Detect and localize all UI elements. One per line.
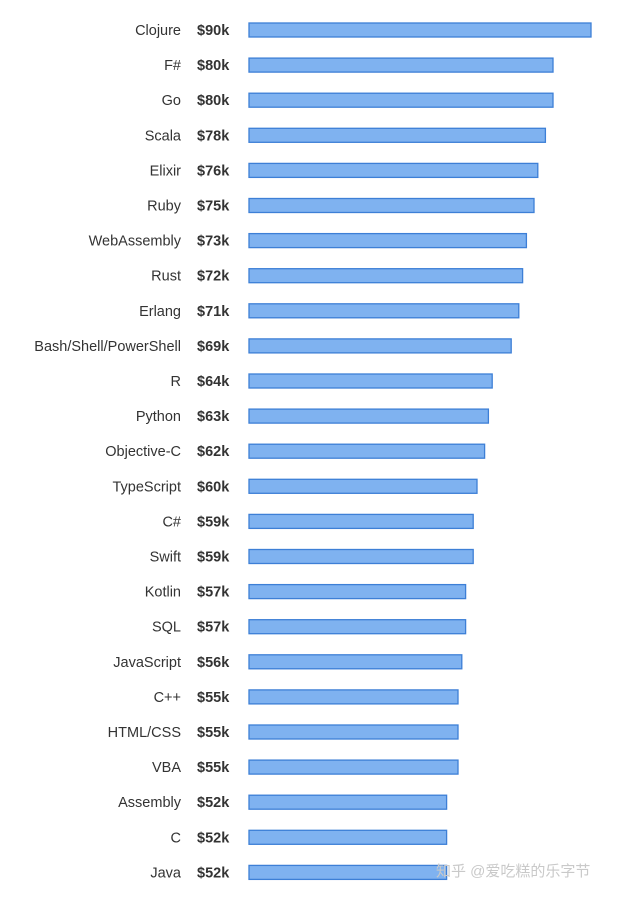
category-label: C xyxy=(171,830,181,846)
category-label: WebAssembly xyxy=(89,234,182,250)
value-label: $56k xyxy=(197,655,230,671)
bar xyxy=(248,619,467,635)
value-label: $55k xyxy=(197,690,230,706)
value-label: $75k xyxy=(197,199,230,215)
value-label: $80k xyxy=(197,93,230,109)
category-label: C# xyxy=(162,514,181,530)
bar xyxy=(248,303,520,319)
category-label: R xyxy=(171,374,181,390)
value-label: $62k xyxy=(197,444,230,460)
bar xyxy=(248,724,459,740)
watermark-text: 知乎 @爱吃糕的乐字节 xyxy=(436,863,591,880)
category-label: Scala xyxy=(145,128,182,144)
value-label: $60k xyxy=(197,479,230,495)
value-label: $57k xyxy=(197,585,230,601)
category-label: JavaScript xyxy=(113,655,181,671)
value-label: $57k xyxy=(197,620,230,636)
bar xyxy=(248,794,448,810)
category-label: Bash/Shell/PowerShell xyxy=(34,339,181,355)
value-label: $52k xyxy=(197,830,230,846)
category-label: F# xyxy=(164,58,181,74)
category-label: VBA xyxy=(152,760,181,776)
value-label: $59k xyxy=(197,514,230,530)
category-label: HTML/CSS xyxy=(108,725,181,741)
bar xyxy=(248,478,478,494)
bar xyxy=(248,232,528,249)
category-label: Python xyxy=(136,409,181,425)
category-label: TypeScript xyxy=(113,479,182,495)
bar xyxy=(248,513,474,530)
value-label: $80k xyxy=(197,58,230,74)
category-label: Objective-C xyxy=(105,444,181,460)
bar xyxy=(248,864,448,881)
bar xyxy=(248,22,592,38)
bar xyxy=(248,689,459,705)
value-label: $55k xyxy=(197,760,230,776)
value-label: $52k xyxy=(197,795,230,811)
category-label: Assembly xyxy=(118,795,182,811)
value-label: $64k xyxy=(197,374,230,390)
value-label: $69k xyxy=(197,339,230,355)
bar xyxy=(248,268,524,284)
bar xyxy=(248,57,554,73)
value-label: $72k xyxy=(197,269,230,285)
bar xyxy=(248,654,463,670)
category-label: SQL xyxy=(152,620,181,636)
bar xyxy=(248,408,490,424)
value-label: $76k xyxy=(197,163,230,179)
bar xyxy=(248,548,474,565)
bar xyxy=(248,92,554,108)
category-label: C++ xyxy=(154,690,181,706)
category-label: Clojure xyxy=(135,23,181,39)
value-label: $90k xyxy=(197,23,230,39)
category-label: Swift xyxy=(150,550,181,566)
value-label: $52k xyxy=(197,865,230,881)
value-label: $63k xyxy=(197,409,230,425)
value-label: $55k xyxy=(197,725,230,741)
value-label: $78k xyxy=(197,128,230,144)
category-label: Rust xyxy=(151,269,181,285)
bar xyxy=(248,759,459,775)
category-label: Java xyxy=(150,865,182,881)
bar xyxy=(248,829,448,845)
bar xyxy=(248,373,493,389)
bar xyxy=(248,338,512,354)
bar xyxy=(248,127,547,143)
category-label: Kotlin xyxy=(145,585,181,601)
category-label: Go xyxy=(162,93,181,109)
bar xyxy=(248,443,486,459)
category-label: Elixir xyxy=(150,163,182,179)
category-label: Erlang xyxy=(139,304,181,320)
value-label: $59k xyxy=(197,550,230,566)
bar xyxy=(248,197,535,214)
bar xyxy=(248,583,467,600)
bar xyxy=(248,162,539,179)
value-label: $71k xyxy=(197,304,230,320)
value-label: $73k xyxy=(197,234,230,250)
category-label: Ruby xyxy=(147,199,182,215)
